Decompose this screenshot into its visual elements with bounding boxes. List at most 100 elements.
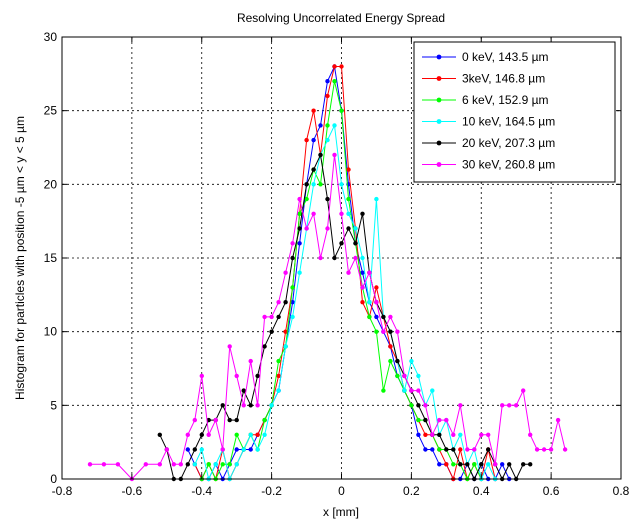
data-point — [555, 417, 561, 423]
x-tick-label: 0 — [338, 484, 345, 498]
data-point — [458, 432, 463, 437]
data-point — [255, 447, 260, 452]
data-point — [185, 432, 190, 437]
data-point — [339, 64, 344, 69]
data-point — [164, 447, 169, 452]
legend-label: 10 keV, 164.5 µm — [462, 115, 555, 129]
data-point — [269, 314, 274, 320]
data-point — [297, 196, 302, 202]
data-point — [465, 447, 470, 452]
legend-label: 6 keV, 152.9 µm — [462, 93, 549, 107]
data-point — [325, 93, 330, 99]
data-point — [297, 211, 302, 216]
data-point — [374, 300, 379, 305]
data-point — [451, 447, 456, 452]
data-point — [339, 182, 344, 187]
data-point — [353, 255, 358, 261]
data-point — [360, 300, 365, 305]
data-point — [353, 241, 358, 246]
data-point — [234, 373, 239, 379]
legend-swatch-marker — [436, 162, 442, 167]
data-point — [220, 403, 225, 408]
data-point — [430, 432, 435, 437]
legend-swatch-marker — [436, 119, 442, 124]
data-point — [339, 211, 344, 216]
data-point — [374, 314, 379, 320]
legend-swatch-marker — [436, 54, 442, 60]
data-point — [360, 255, 365, 261]
data-point — [311, 108, 316, 113]
data-point — [304, 226, 309, 231]
data-point — [416, 373, 421, 379]
data-point — [290, 241, 295, 246]
data-point — [115, 462, 121, 467]
data-point — [276, 300, 281, 305]
data-point — [325, 196, 330, 202]
data-point — [234, 417, 239, 423]
legend: 0 keV, 143.5 µm 3keV, 146.8 µm 6 keV, 152… — [413, 41, 616, 183]
data-point — [332, 79, 337, 84]
data-point — [241, 388, 246, 393]
data-point — [500, 462, 505, 467]
data-point — [325, 137, 330, 143]
data-point — [318, 123, 323, 128]
data-point — [185, 447, 190, 452]
data-point — [367, 270, 372, 275]
data-point — [262, 344, 267, 349]
data-point — [402, 373, 407, 379]
data-point — [311, 167, 316, 172]
data-point — [381, 314, 386, 320]
data-point — [171, 462, 176, 467]
data-point — [234, 432, 239, 437]
data-point — [311, 137, 316, 143]
data-point — [255, 373, 260, 379]
data-point — [255, 432, 260, 437]
data-point — [276, 388, 281, 393]
data-point — [248, 403, 253, 408]
data-point — [339, 108, 344, 113]
data-point — [423, 432, 428, 437]
data-point — [353, 226, 358, 231]
data-point — [430, 388, 435, 393]
x-tick-label: -0.6 — [122, 484, 143, 498]
data-point — [562, 447, 568, 452]
data-point — [269, 329, 274, 334]
data-point — [332, 123, 337, 128]
data-point — [248, 447, 253, 452]
data-point — [276, 358, 281, 364]
data-point — [409, 388, 414, 393]
x-tick-label: -0.2 — [261, 484, 282, 498]
data-point — [458, 447, 463, 452]
x-tick-label: 0.2 — [403, 484, 420, 498]
data-point — [311, 211, 316, 216]
legend-label: 0 keV, 143.5 µm — [462, 50, 549, 64]
data-point — [374, 285, 379, 290]
y-tick-label: 25 — [44, 104, 58, 118]
data-point — [409, 403, 414, 408]
y-tick-label: 0 — [50, 472, 57, 486]
data-point — [87, 462, 93, 467]
data-point — [213, 462, 218, 467]
data-point — [297, 226, 302, 231]
data-point — [255, 403, 260, 408]
data-point — [521, 388, 526, 393]
data-point — [234, 462, 239, 467]
grid — [62, 37, 621, 479]
data-point — [206, 432, 211, 437]
data-point — [318, 255, 323, 261]
data-point — [283, 300, 288, 305]
data-point — [479, 432, 484, 437]
data-point — [367, 300, 372, 305]
data-point — [486, 447, 491, 452]
data-point — [486, 462, 491, 467]
data-point — [395, 329, 400, 334]
data-point — [346, 270, 351, 275]
data-point — [346, 226, 351, 231]
data-point — [514, 403, 519, 408]
data-point — [374, 196, 379, 202]
y-tick-label: 5 — [50, 398, 57, 412]
data-point — [437, 432, 442, 437]
data-point — [507, 462, 512, 467]
x-tick-label: 0.4 — [473, 484, 490, 498]
data-point — [283, 270, 288, 275]
